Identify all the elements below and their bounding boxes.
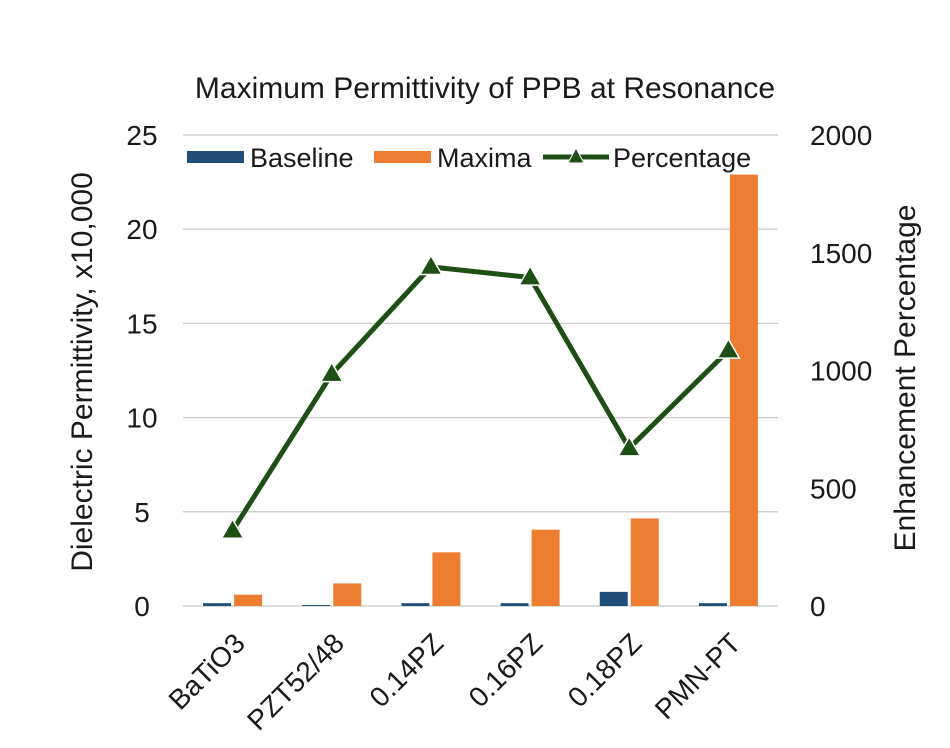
y2-tick-label: 500: [810, 473, 857, 504]
percentage-marker: [418, 253, 444, 276]
legend-label-baseline: Baseline: [250, 143, 354, 173]
maxima-bar: [234, 594, 263, 606]
maxima-bar: [729, 174, 758, 606]
legend-marker-percentage: [567, 146, 585, 164]
legend: Baseline Maxima Percentage: [187, 143, 751, 173]
percentage-marker: [517, 264, 543, 286]
maxima-bar: [333, 583, 362, 606]
bars: [203, 174, 758, 606]
percentage-marker: [616, 435, 642, 457]
legend-swatch-maxima: [374, 151, 431, 163]
baseline-bar: [500, 603, 529, 606]
percentage-marker: [319, 361, 345, 383]
baseline-bar: [599, 591, 628, 606]
percentage-series-line: [230, 264, 731, 532]
maxima-bar: [432, 552, 461, 606]
x-tick-label: 0.18PZ: [562, 627, 648, 713]
y-tick-label: 25: [126, 120, 157, 151]
gridlines: [183, 134, 778, 607]
left-axis-ticks: 0 5 10 15 20 25: [126, 120, 157, 622]
x-tick-label: BaTiO3: [163, 627, 251, 715]
x-tick-label: 0.14PZ: [363, 627, 449, 713]
maxima-bar: [531, 529, 560, 606]
baseline-bar: [698, 603, 727, 606]
baseline-bar: [302, 605, 331, 606]
y-tick-label: 10: [126, 403, 157, 434]
percentage-marker: [220, 517, 245, 539]
right-axis-ticks: 0 500 1000 1500 2000: [810, 120, 872, 622]
y-tick-label: 15: [126, 308, 157, 339]
y-tick-label: 0: [134, 591, 150, 622]
legend-label-percentage: Percentage: [613, 143, 751, 173]
percentage-marker: [716, 337, 741, 359]
maxima-bar: [630, 518, 659, 606]
baseline-bar: [203, 603, 232, 606]
percentage-line: [220, 253, 741, 539]
y-tick-label: 20: [126, 214, 157, 245]
y2-tick-label: 1500: [810, 238, 872, 269]
legend-swatch-baseline: [187, 151, 244, 163]
legend-label-maxima: Maxima: [437, 143, 532, 173]
y2-tick-label: 0: [810, 591, 826, 622]
baseline-bar: [401, 603, 430, 606]
y-tick-label: 5: [134, 497, 150, 528]
x-tick-label: 0.16PZ: [463, 627, 549, 713]
y2-axis-label: Enhancement Percentage: [889, 205, 922, 552]
y2-tick-label: 1000: [810, 356, 872, 387]
y-axis-label: Dielectric Permittivity, x10,000: [66, 172, 99, 572]
y2-tick-label: 2000: [810, 120, 872, 151]
chart-title: Maximum Permittivity of PPB at Resonance: [195, 72, 775, 105]
x-tick-label: PZT52/48: [241, 627, 350, 736]
x-tick-label: PMN-PT: [649, 627, 747, 725]
